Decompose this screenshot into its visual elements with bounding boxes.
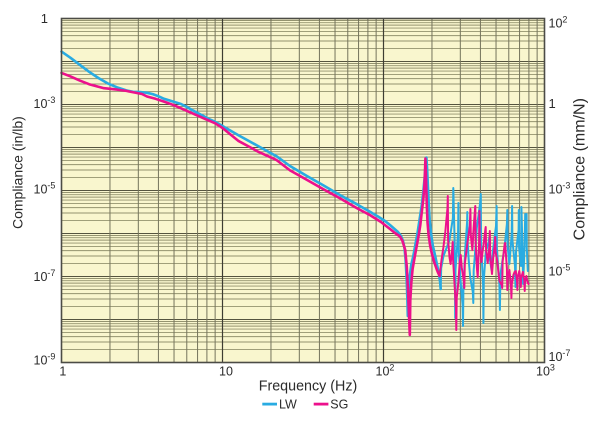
svg-text:Compliance (mm/N): Compliance (mm/N)	[572, 98, 589, 240]
svg-text:10: 10	[219, 365, 233, 379]
svg-text:SG: SG	[330, 398, 348, 412]
svg-text:1: 1	[59, 365, 66, 379]
svg-text:1: 1	[41, 11, 48, 26]
svg-text:Compliance (in/lb): Compliance (in/lb)	[9, 116, 25, 229]
svg-text:1: 1	[549, 96, 556, 111]
svg-text:Frequency (Hz): Frequency (Hz)	[259, 379, 358, 395]
svg-text:LW: LW	[279, 398, 297, 412]
